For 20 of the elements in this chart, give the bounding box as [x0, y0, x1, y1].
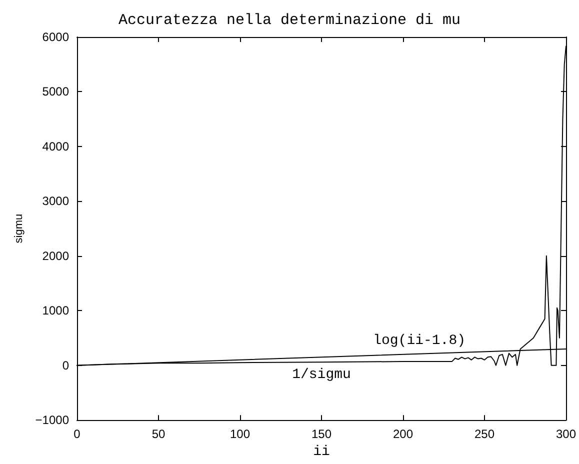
y-tick-label: 4000 [42, 139, 70, 154]
series-label: 1/sigmu [292, 367, 351, 384]
y-tick-label: 5000 [42, 84, 70, 99]
y-tick-label: 6000 [42, 30, 70, 44]
x-tick-label: 150 [311, 427, 332, 442]
y-tick-label: −1000 [35, 413, 70, 428]
x-axis-title: ii [313, 444, 330, 460]
y-tick-label: 0 [62, 358, 70, 372]
x-tick-label: 100 [230, 427, 250, 442]
series-label: log(ii-1.8) [373, 332, 466, 349]
y-tick-label: 2000 [42, 248, 70, 263]
x-tick-label: 250 [474, 427, 495, 442]
x-tick-label: 50 [152, 427, 166, 442]
y-tick-label: 1000 [42, 304, 70, 318]
x-tick-label: 200 [392, 427, 414, 442]
chart-title: Accuratezza nella determinazione di mu [118, 12, 461, 29]
y-tick-label: 3000 [42, 194, 70, 208]
x-tick-label: 300 [556, 427, 576, 442]
y-axis-title: sigmu [12, 214, 25, 244]
x-tick-label: 0 [74, 427, 81, 442]
